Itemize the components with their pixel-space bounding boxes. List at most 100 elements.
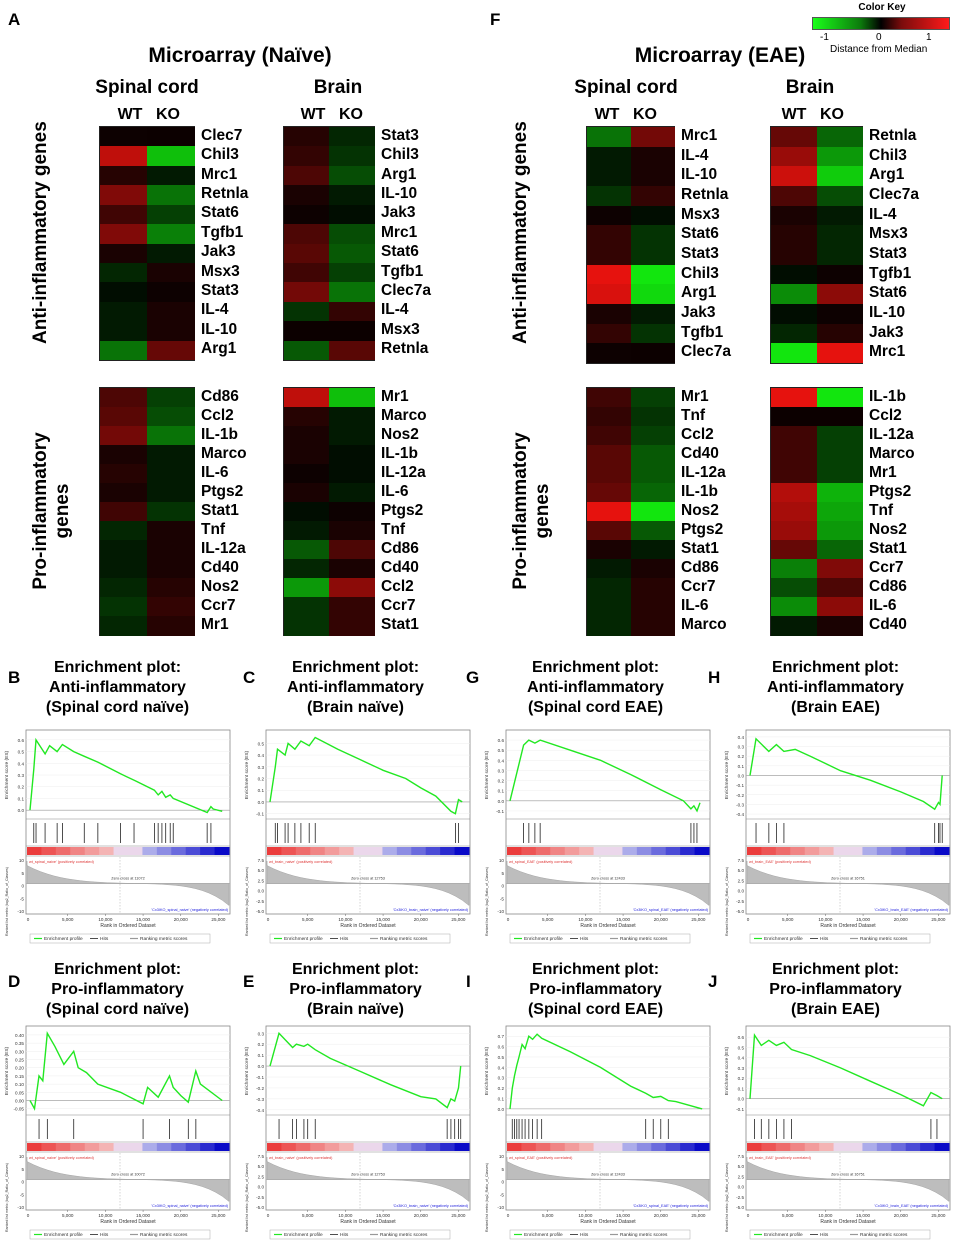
- metric-tick-label: 5.0: [258, 1164, 265, 1169]
- ranking-gradient-segment: [680, 847, 696, 855]
- heatmap-cell: [100, 597, 148, 617]
- heatmap-cell: [771, 186, 817, 207]
- negative-correlation-label: 'Cx3IKO_spinal_EAE' (negatively correlat…: [633, 908, 709, 912]
- gene-label-eae-brain-pro: Tnf: [869, 501, 894, 519]
- panel-letter-i: I: [466, 972, 471, 991]
- heatmap-cell: [587, 407, 631, 427]
- heatmap-cell: [284, 502, 330, 522]
- gene-label-eae-brain-pro: Ptgs2: [869, 482, 912, 500]
- gene-label-eae-spinal-pro: IL-1b: [681, 482, 719, 500]
- metric-tick-label: -10: [17, 909, 24, 914]
- ranking-gradient-segment: [833, 1143, 849, 1151]
- heatmap-cell: [100, 185, 148, 206]
- heatmap-cell: [816, 323, 863, 344]
- metric-axis-label: Ranked list metric (log2_Ratio_of_Classe…: [245, 867, 249, 936]
- panel-letter-c: C: [243, 668, 256, 687]
- x-tick-label: 0: [507, 917, 510, 922]
- x-tick-label: 15,000: [136, 1213, 150, 1218]
- gene-label-eae-spinal-anti: Msx3: [681, 205, 720, 223]
- legend-box: [29, 933, 211, 944]
- enrichment-plot-h: 0.4 0.3 0.2 0.1 0.0 -0.1 -0.2 -0.3 -0.4 Enrichmen…: [724, 729, 951, 944]
- ranking-gradient-segment: [694, 1143, 710, 1151]
- ranking-gradient-segment: [905, 847, 921, 855]
- legend-profile-label: Enrichment profile: [284, 936, 323, 942]
- heatmap-cell: [816, 166, 863, 187]
- ranking-gradient-segment: [214, 1143, 230, 1151]
- heatmap-cell: [100, 483, 148, 503]
- heatmap-cell: [816, 483, 863, 503]
- metric-tick-label: 7.5: [738, 858, 745, 863]
- gene-label-eae-brain-anti: Retnla: [869, 126, 917, 144]
- gene-label-eae-brain-anti: Chil3: [869, 146, 907, 164]
- ranking-gradient-segment: [579, 847, 595, 855]
- ranking-gradient-segment: [353, 847, 369, 855]
- gene-label-naive-spinal-anti: Chil3: [201, 146, 239, 164]
- heatmap-cell: [329, 243, 375, 264]
- heatmap-cell: [100, 321, 148, 342]
- gene-label-naive-spinal-pro: Nos2: [201, 577, 239, 595]
- gene-label-eae-brain-pro: Cd86: [869, 577, 907, 595]
- legend-hits-label: Hits: [100, 1232, 109, 1238]
- heatmap-cell: [630, 521, 675, 541]
- gene-label-eae-spinal-anti: Mrc1: [681, 126, 718, 144]
- ranking-gradient-segment: [848, 1143, 863, 1151]
- heatmap-cell: [816, 559, 863, 579]
- ranking-gradient-segment: [833, 847, 849, 855]
- heatmap-cell: [587, 323, 631, 344]
- gene-label-eae-brain-anti: Arg1: [869, 166, 905, 184]
- heatmap-cell: [284, 540, 330, 560]
- heatmap-cell: [816, 186, 863, 207]
- ranking-gradient-segment: [454, 1143, 470, 1151]
- gene-label-eae-brain-anti: Mrc1: [869, 343, 906, 361]
- metric-axis-label: Ranked list metric (log2_Ratio_of_Classe…: [245, 1163, 249, 1232]
- ranking-gradient-segment: [507, 847, 522, 855]
- heatmap-cell: [100, 282, 148, 303]
- heatmap-cell: [100, 388, 148, 408]
- heatmap-cell: [284, 388, 330, 408]
- heatmap-cell: [587, 540, 631, 560]
- title-i: Enrichment plot: Pro-inflammatory (Spina…: [478, 960, 713, 1020]
- heatmap-cell: [630, 445, 675, 465]
- ranking-gradient-segment: [200, 847, 216, 855]
- metric-tick-label: 2.5: [258, 1174, 265, 1179]
- legend-metric-label: Ranking metric scores: [860, 1232, 908, 1238]
- gene-label-naive-spinal-pro: IL-6: [201, 463, 229, 481]
- legend-metric-label: Ranking metric scores: [140, 1232, 188, 1238]
- heatmap-cell: [771, 388, 817, 408]
- heatmap-cell: [630, 483, 675, 503]
- es-tick-label: -0.1: [256, 1075, 264, 1080]
- gene-label-eae-brain-pro: Cd40: [869, 615, 907, 633]
- ranking-gradient-segment: [920, 1143, 936, 1151]
- heatmap-cell: [284, 301, 330, 322]
- heatmap-cell: [587, 225, 631, 246]
- es-tick-label: -0.05: [14, 1107, 25, 1112]
- heatmap-cell: [329, 204, 375, 225]
- heatmap-cell: [284, 597, 330, 617]
- ranking-gradient-segment: [185, 1143, 201, 1151]
- x-tick-label: 15,000: [136, 917, 150, 922]
- title-h: Enrichment plot: Anti-inflammatory (Brai…: [718, 658, 953, 718]
- x-tick-label: 25,000: [211, 1213, 225, 1218]
- heatmap-cell: [630, 407, 675, 427]
- gene-label-eae-brain-pro: Marco: [869, 444, 915, 462]
- gene-label-naive-brain-anti: IL-10: [381, 184, 418, 202]
- gene-label-naive-spinal-pro: Mr1: [201, 615, 229, 633]
- zero-cross-label: Zero cross at 10072: [111, 1173, 145, 1177]
- ranking-gradient-segment: [411, 1143, 427, 1151]
- metric-tick-label: 7.5: [258, 858, 265, 863]
- title-d-line3: (Spinal cord naïve): [45, 1001, 190, 1018]
- heatmap-cell: [147, 483, 195, 503]
- gene-label-naive-brain-pro: Cd86: [381, 539, 419, 557]
- title-h-line2: Anti-inflammatory: [767, 679, 904, 696]
- ranking-gradient-segment: [819, 1143, 835, 1151]
- gene-label-naive-brain-anti: Clec7a: [381, 282, 431, 300]
- title-h-line1: Enrichment plot:: [771, 659, 900, 676]
- es-tick-label: 0.40: [15, 1033, 24, 1038]
- title-d: Enrichment plot: Pro-inflammatory (Spina…: [0, 960, 235, 1020]
- es-tick-label: 0.2: [258, 777, 265, 782]
- heatmap-cell: [147, 262, 195, 283]
- heatmap-naive-brain-pro: [283, 387, 375, 636]
- heatmap-cell: [329, 262, 375, 283]
- heatmap-cell: [100, 616, 148, 636]
- metric-tick-label: -5.0: [256, 909, 264, 914]
